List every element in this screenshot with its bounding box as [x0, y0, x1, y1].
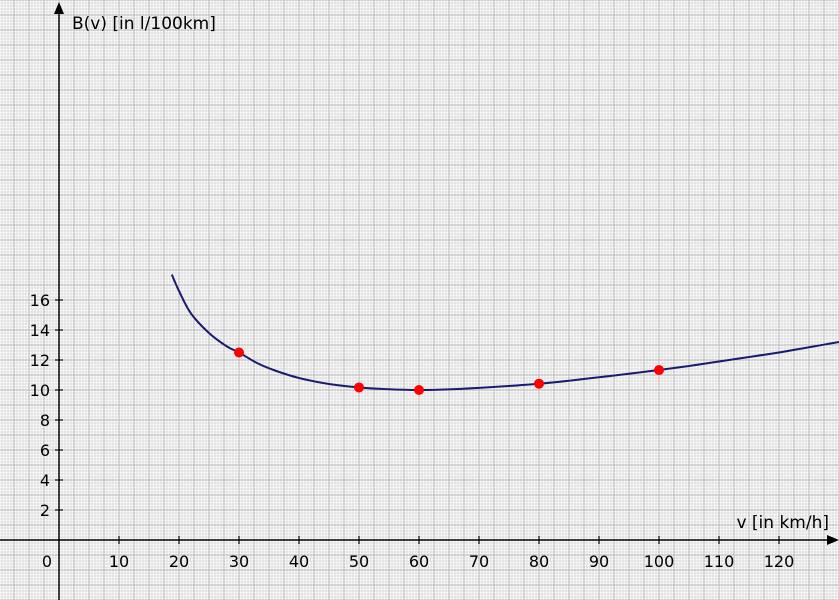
- x-tick-label: 70: [469, 552, 489, 571]
- x-tick-label: 40: [289, 552, 309, 571]
- y-tick-label: 2: [40, 501, 50, 520]
- curve-layer: [170, 274, 839, 392]
- x-tick-label: 100: [644, 552, 675, 571]
- x-tick-label: 110: [704, 552, 735, 571]
- x-axis-arrow: [827, 535, 839, 545]
- data-point: [654, 365, 664, 376]
- y-tick-label: 16: [30, 291, 50, 310]
- x-tick-label: 20: [169, 552, 189, 571]
- x-tick-label: 90: [589, 552, 609, 571]
- data-points: [234, 347, 664, 395]
- consumption-curve: [170, 274, 839, 392]
- x-tick-label: 10: [109, 552, 129, 571]
- y-tick-label: 4: [40, 471, 50, 490]
- y-tick-label: 8: [40, 411, 50, 430]
- x-axis-label: v [in km/h]: [736, 513, 829, 533]
- x-tick-label: 50: [349, 552, 369, 571]
- y-tick-label: 6: [40, 441, 50, 460]
- data-point: [234, 347, 244, 358]
- axis-ticks: 10 20 30 40 50 60 70 80 90 100 110 120 2 4 6 8 10 12 14 16: [30, 291, 795, 571]
- y-tick-label: 10: [30, 381, 50, 400]
- y-tick-label: 14: [30, 321, 50, 340]
- data-point: [534, 378, 544, 389]
- y-axis-label: B(v) [in l/100km]: [72, 14, 216, 34]
- x-tick-label: 80: [529, 552, 549, 571]
- x-tick-label: 60: [409, 552, 429, 571]
- x-tick-label: 120: [764, 552, 795, 571]
- y-tick-label: 12: [30, 351, 50, 370]
- origin-label: 0: [42, 552, 52, 571]
- x-tick-label: 30: [229, 552, 249, 571]
- y-axis-arrow: [54, 2, 64, 14]
- data-point: [414, 385, 424, 395]
- data-point: [354, 382, 364, 393]
